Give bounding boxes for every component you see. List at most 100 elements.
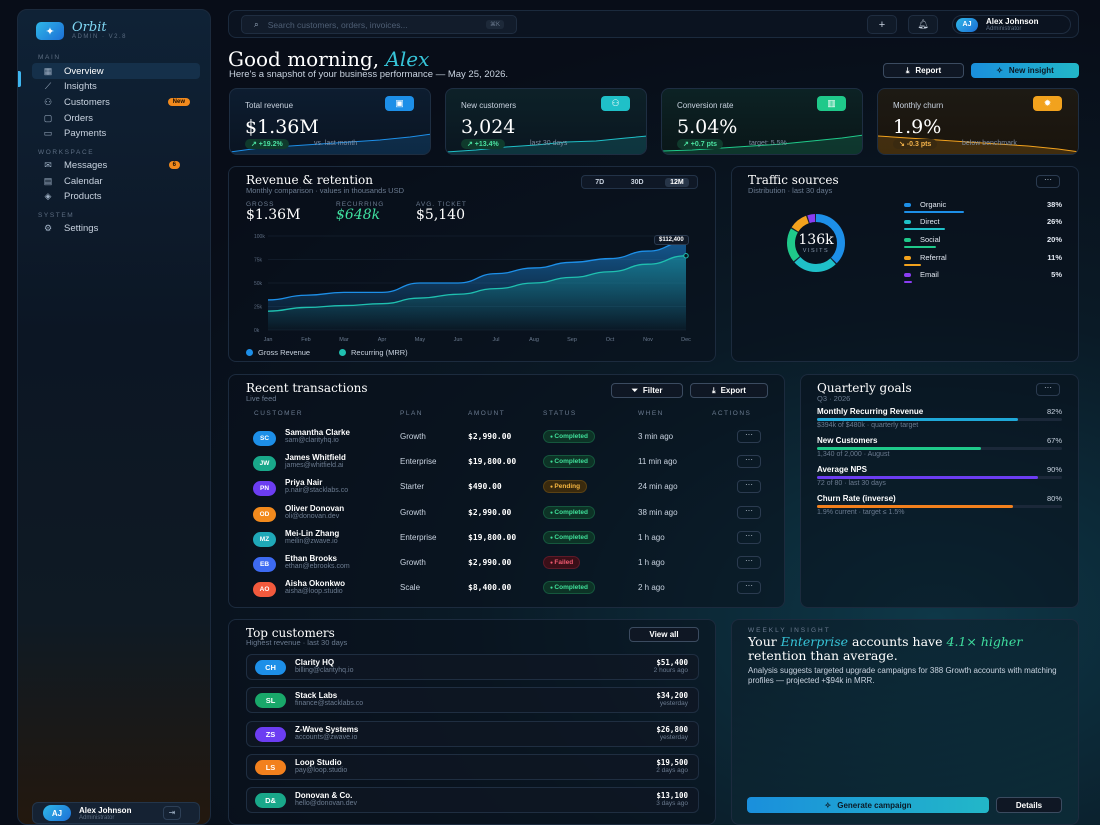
- search-input[interactable]: ⌕ Search customers, orders, invoices... …: [241, 15, 517, 34]
- source-name: Email: [920, 270, 939, 279]
- x-tick-label: Apr: [378, 337, 387, 343]
- column-header[interactable]: CUSTOMER: [254, 410, 304, 417]
- sidebar-item-orders[interactable]: ▢ Orders: [32, 110, 200, 126]
- sidebar-item-customers[interactable]: ⚇ Customers New: [32, 94, 200, 110]
- kpi-card-churn[interactable]: Monthly churn 1.9% ✹ ↘ -0.3 pts below be…: [877, 88, 1079, 155]
- more-icon[interactable]: ···: [737, 556, 761, 569]
- table-row[interactable]: PN Priya Nair p.nair@stacklabs.co Starter $4…: [247, 478, 767, 503]
- notifications-button[interactable]: 🔔︎: [908, 15, 938, 34]
- sidebar-item-payments[interactable]: ▭ Payments: [32, 125, 200, 141]
- insight-title: Your Enterprise accounts have 4.1× highe…: [748, 635, 1068, 663]
- source-bar: [904, 211, 964, 213]
- avatar: SL: [255, 693, 286, 709]
- nav-section-workspace: WORKSPACE: [38, 149, 95, 156]
- details-button[interactable]: Details: [996, 797, 1062, 813]
- more-icon[interactable]: ···: [1036, 175, 1060, 188]
- range-12m[interactable]: 12M: [665, 177, 689, 187]
- sidebar-item-messages[interactable]: ✉ Messages 6: [32, 157, 200, 173]
- kpi-card-conversion[interactable]: Conversion rate 5.04% ▥ ↗ +0.7 pts targe…: [661, 88, 863, 155]
- more-icon[interactable]: ···: [737, 581, 761, 595]
- amount: $19,800.00: [468, 532, 517, 542]
- table-row[interactable]: JW James Whitfield james@whitfield.ai Enter…: [247, 453, 767, 478]
- amount: $19,800.00: [468, 457, 517, 467]
- sidebar-user-card[interactable]: AJ Alex Johnson Administrator ⇥: [32, 802, 200, 824]
- goal-item: Monthly Recurring Revenue 82% $394k of $48…: [817, 407, 1062, 433]
- more-icon[interactable]: ···: [737, 480, 761, 494]
- amount: $2,990.00: [468, 432, 512, 441]
- more-icon[interactable]: ···: [737, 430, 761, 443]
- column-header[interactable]: STATUS: [543, 410, 577, 417]
- time: yesterday: [659, 700, 688, 708]
- goal-sub: $394k of $480k · quarterly target: [817, 422, 919, 429]
- more-icon[interactable]: ···: [737, 455, 761, 469]
- calendar-icon: ▤: [43, 175, 53, 186]
- avatar: ZS: [255, 726, 286, 742]
- source-row-social: Social 20%: [904, 235, 1062, 249]
- customer-name: James Whitfield: [285, 453, 346, 463]
- more-icon[interactable]: ···: [737, 505, 761, 519]
- kpi-card-customers[interactable]: New customers 3,024 ⚇ ↗ +13.4% last 30 d…: [445, 88, 647, 155]
- donut-slice-direct[interactable]: [787, 214, 845, 272]
- more-icon[interactable]: ···: [1036, 383, 1060, 396]
- column-header[interactable]: WHEN: [638, 410, 664, 417]
- table-row[interactable]: AO Aisha Okonkwo aisha@loop.studio Scale $8,…: [247, 579, 767, 604]
- report-button[interactable]: ⤓ Report: [883, 63, 964, 78]
- y-tick-label: 25k: [254, 305, 263, 311]
- progress-track: [817, 476, 1062, 479]
- kpi-sparkline: [446, 135, 646, 154]
- sidebar-item-overview[interactable]: ▦ Overview: [32, 63, 200, 79]
- donut-slice-organic[interactable]: [787, 214, 845, 272]
- list-item[interactable]: D& Donovan & Co. hello@donovan.dev $13,100 3…: [246, 787, 699, 814]
- generate-campaign-button[interactable]: ✧ Generate campaign: [747, 797, 989, 813]
- kpi-card-revenue[interactable]: Total revenue $1.36M ▣ ↗ +19.2% vs. last…: [229, 88, 431, 155]
- donut-slice-social[interactable]: [787, 214, 845, 272]
- insight-body: Analysis suggests targeted upgrade campa…: [748, 666, 1057, 685]
- sidebar-item-label: Settings: [64, 222, 99, 234]
- insight-label: WEEKLY INSIGHT: [748, 627, 831, 634]
- status-badge: ● Completed: [543, 430, 596, 443]
- stat-label: GROSS: [246, 201, 275, 208]
- sidebar-item-products[interactable]: ◈ Products: [32, 188, 200, 204]
- table-row[interactable]: OD Oliver Donovan oli@donovan.dev Growth $2,…: [247, 504, 767, 529]
- status-text: Failed: [554, 559, 574, 566]
- view-all-button[interactable]: View all: [629, 627, 699, 642]
- logout-icon[interactable]: ⇥: [163, 806, 181, 820]
- download-icon: ⤓: [712, 385, 716, 395]
- brand[interactable]: ✦ Orbit ADMIN · V2.8: [36, 21, 127, 40]
- messages-count-badge: 6: [168, 161, 180, 169]
- orbit-logo-icon: ✦: [36, 22, 64, 40]
- more-icon[interactable]: ···: [737, 530, 761, 544]
- sidebar-item-settings[interactable]: ⚙ Settings: [32, 220, 200, 236]
- status-dot-icon: ●: [550, 434, 555, 440]
- export-button[interactable]: ⤓ Export: [690, 383, 768, 398]
- amount: $51,400: [656, 658, 688, 667]
- table-row[interactable]: EB Ethan Brooks ethan@ebrooks.com Growth $2,…: [247, 554, 767, 579]
- list-item[interactable]: CH Clarity HQ billing@clarityhq.io $51,400 2…: [246, 654, 699, 680]
- list-item[interactable]: SL Stack Labs finance@stacklabs.co $34,200 y…: [246, 687, 699, 714]
- range-30d[interactable]: 30D: [630, 178, 644, 186]
- series-endpoint-1[interactable]: [683, 253, 689, 259]
- progress-fill: [817, 418, 1018, 421]
- card-icon: ▭: [43, 127, 53, 138]
- list-item[interactable]: LS Loop Studio pay@loop.studio $19,500 2 day…: [246, 753, 699, 780]
- list-item[interactable]: ZS Z-Wave Systems accounts@zwave.io $26,800…: [246, 720, 699, 747]
- insight-panel: [731, 619, 1079, 825]
- kpi-value: 1.9%: [893, 116, 942, 138]
- new-insight-button[interactable]: ✧ New insight: [971, 63, 1079, 78]
- column-header[interactable]: PLAN: [400, 410, 423, 417]
- sidebar-item-calendar[interactable]: ▤ Calendar: [32, 173, 200, 189]
- insight-highlight: 4.1× higher: [946, 634, 1023, 649]
- customer-email: oli@donovan.dev: [285, 512, 340, 520]
- source-dot: [904, 203, 911, 207]
- plan: Enterprise: [400, 457, 437, 467]
- filter-button[interactable]: ⏷ Filter: [611, 383, 683, 398]
- range-7d[interactable]: 7D: [595, 178, 605, 186]
- add-button[interactable]: +: [867, 15, 897, 34]
- table-row[interactable]: SC Samantha Clarke sam@clarityhq.io Growth $…: [247, 428, 767, 453]
- table-row[interactable]: MZ Mei-Lin Zhang meilin@zwave.io Enterprise…: [247, 529, 767, 554]
- column-header[interactable]: AMOUNT: [468, 410, 506, 417]
- customer-email: ethan@ebrooks.com: [285, 563, 350, 570]
- topbar-user-menu[interactable]: AJ Alex Johnson Administrator: [952, 15, 1071, 34]
- sidebar-item-insights[interactable]: ⟋ Insights: [32, 78, 200, 94]
- kpi-compare: target: 5.5%: [749, 140, 787, 147]
